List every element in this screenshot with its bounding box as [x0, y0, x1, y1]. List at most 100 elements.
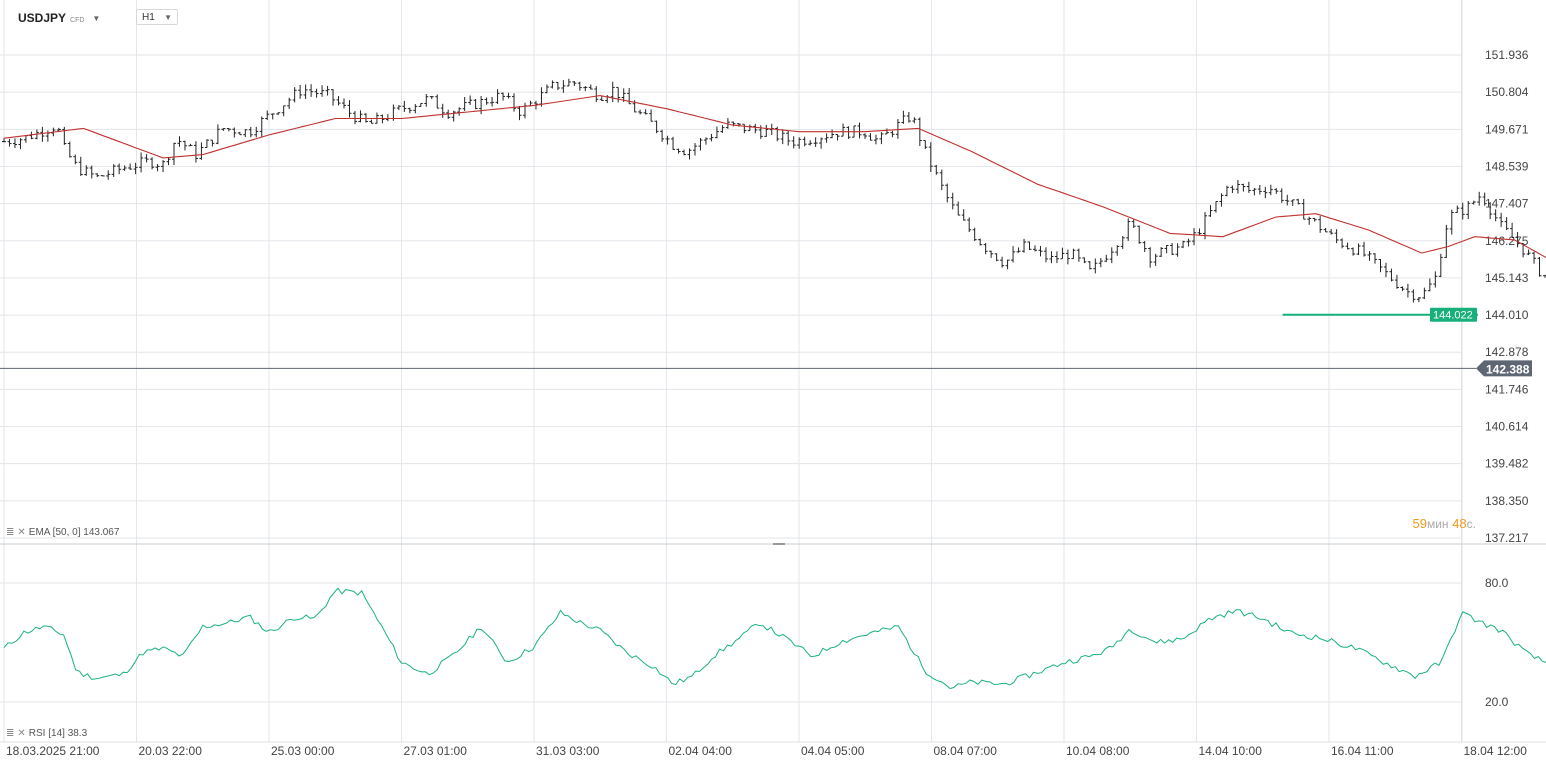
countdown-minutes: 59	[1412, 516, 1427, 531]
candle	[243, 129, 248, 138]
candle	[1290, 199, 1295, 206]
candle	[802, 136, 807, 147]
countdown-minutes-unit: мин	[1426, 517, 1449, 531]
candle	[1537, 256, 1542, 277]
candle	[1312, 217, 1317, 222]
candle	[956, 201, 961, 216]
candle	[588, 84, 593, 90]
candle	[638, 109, 643, 115]
candle	[1416, 297, 1421, 303]
candle	[1224, 185, 1229, 197]
candle	[7, 138, 12, 147]
candle	[495, 89, 500, 105]
symbol-dropdown-icon[interactable]: ▼	[92, 13, 101, 23]
candle	[862, 133, 867, 139]
candle	[210, 139, 215, 147]
candle	[671, 136, 676, 150]
close-icon[interactable]: ✕	[17, 527, 26, 538]
candle	[1389, 268, 1394, 282]
candle	[358, 110, 363, 123]
time-axis-tick-label: 14.04 10:00	[1199, 744, 1263, 758]
candle	[857, 122, 862, 139]
instrument-header[interactable]: USDJPY CFD ▼	[18, 8, 100, 28]
candle	[226, 128, 231, 132]
candle	[1411, 289, 1416, 303]
candle	[1203, 212, 1208, 240]
candle	[1208, 205, 1213, 217]
candle	[934, 164, 939, 175]
candle	[868, 133, 873, 141]
candle	[1268, 184, 1273, 196]
ema-indicator-label[interactable]: ≣ ✕ EMA [50, 0] 143.067	[6, 527, 119, 538]
candle	[237, 131, 242, 136]
candle	[698, 137, 703, 151]
candle	[248, 126, 253, 138]
candle	[1515, 231, 1520, 248]
candle	[594, 86, 599, 103]
price-axis-tick-label: 142.878	[1485, 345, 1529, 359]
candle	[221, 128, 226, 131]
candle	[462, 96, 467, 111]
candle	[517, 105, 522, 121]
candle	[572, 81, 577, 87]
candle	[347, 100, 352, 118]
candle	[144, 154, 149, 163]
current-price-label: 142.388	[1486, 362, 1530, 376]
indicator-settings-icon[interactable]: ≣	[6, 527, 15, 538]
candle	[1000, 256, 1005, 268]
candle	[1477, 191, 1482, 206]
price-axis-tick-label: 146.275	[1485, 234, 1529, 248]
candle	[501, 92, 506, 101]
candle	[468, 95, 473, 105]
candle	[506, 92, 511, 99]
current-price-badge	[1476, 360, 1532, 377]
candle	[1427, 278, 1432, 292]
candle	[84, 165, 89, 176]
symbol-name[interactable]: USDJPY	[18, 11, 67, 25]
candle	[111, 164, 116, 177]
candle	[1098, 258, 1103, 268]
candle	[29, 131, 34, 140]
candle	[259, 116, 264, 137]
timeframe-select[interactable]: H1 ▼	[136, 9, 178, 25]
candle	[989, 250, 994, 258]
candle	[846, 126, 851, 139]
candle	[895, 119, 900, 139]
candle	[1071, 248, 1076, 260]
candle	[830, 129, 835, 139]
candle	[906, 112, 911, 123]
candle	[797, 137, 802, 149]
candle	[1444, 224, 1449, 259]
rsi-indicator-label[interactable]: ≣ ✕ RSI [14] 38.3	[6, 728, 87, 739]
candle	[1137, 225, 1142, 244]
candle	[983, 242, 988, 255]
support-level-badge	[1430, 307, 1477, 322]
candle	[1093, 258, 1098, 274]
time-axis-tick-label: 16.04 11:00	[1331, 744, 1394, 758]
candle	[791, 136, 796, 149]
candle	[385, 114, 390, 122]
candle	[1449, 209, 1454, 235]
candle	[150, 157, 155, 170]
candle	[824, 133, 829, 143]
price-axis-tick-label: 150.804	[1485, 85, 1529, 99]
candle	[342, 98, 347, 109]
candle	[122, 165, 127, 171]
candle	[1087, 261, 1092, 270]
candle	[1362, 241, 1367, 257]
candle	[177, 136, 182, 147]
candle	[490, 96, 495, 107]
candle	[1504, 217, 1509, 230]
candle	[424, 94, 429, 107]
candle	[1373, 253, 1378, 264]
candle	[325, 85, 330, 96]
candle	[1213, 201, 1218, 213]
close-icon[interactable]: ✕	[17, 728, 26, 739]
candle	[1230, 185, 1235, 194]
candle	[62, 126, 67, 145]
candle	[292, 87, 297, 103]
candle	[950, 192, 955, 210]
indicator-settings-icon[interactable]: ≣	[6, 728, 15, 739]
candle	[106, 170, 111, 180]
